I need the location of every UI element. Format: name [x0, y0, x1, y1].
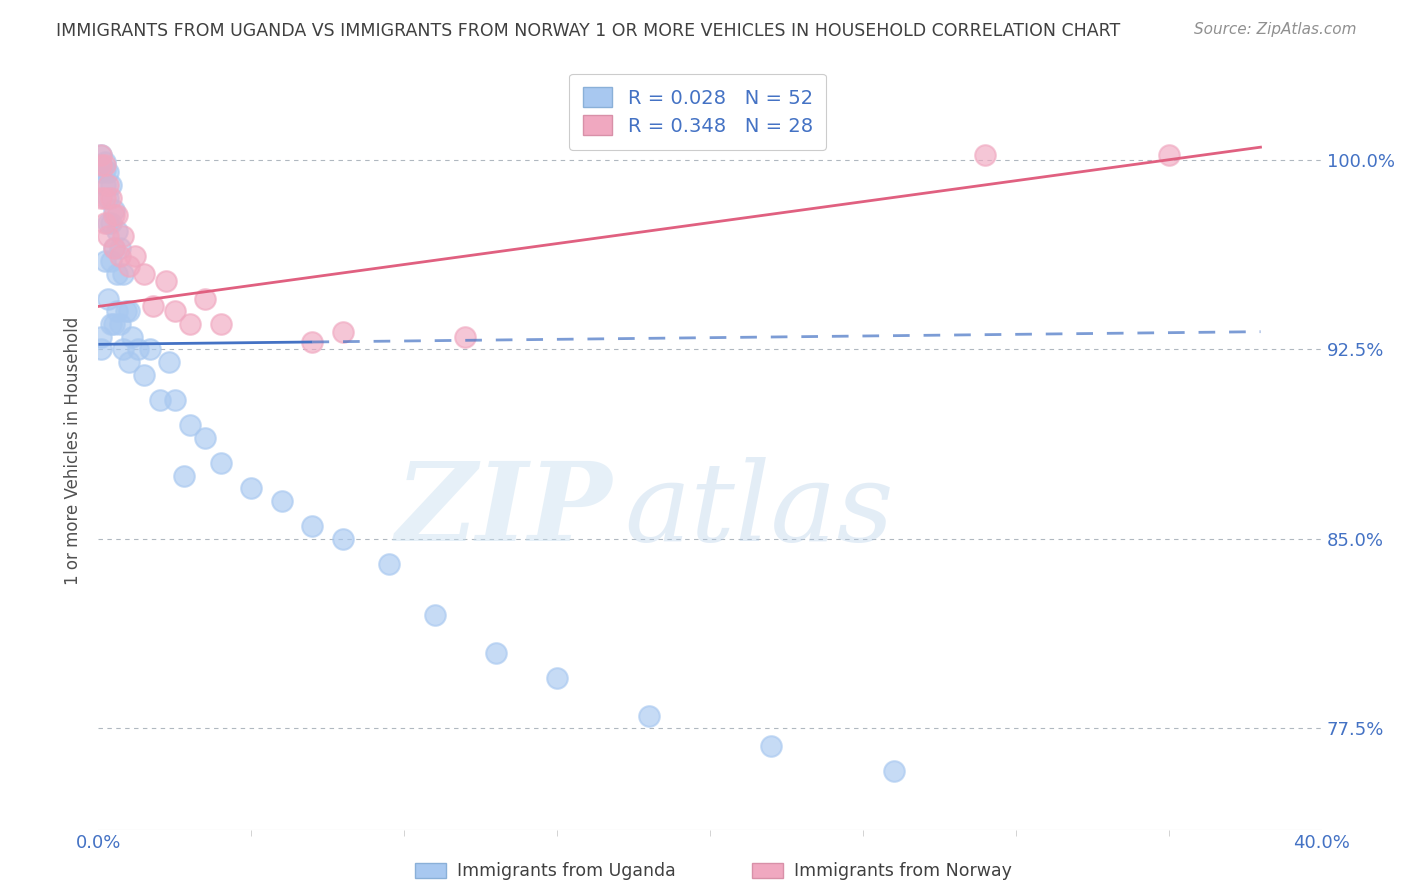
Point [209, 456, 232, 470]
Point [90, 158, 112, 172]
Point [93, 162, 115, 177]
Point [240, 481, 263, 495]
Point [100, 216, 122, 230]
Point [301, 334, 323, 349]
Point [103, 208, 125, 222]
Point [93, 155, 115, 169]
Point [1157, 147, 1180, 161]
Point [97, 191, 120, 205]
Point [97, 165, 120, 179]
Point [118, 259, 141, 273]
Point [179, 317, 201, 331]
Point [103, 317, 125, 331]
Point [118, 304, 141, 318]
Point [90, 329, 112, 343]
Point [270, 494, 292, 508]
Point [194, 431, 217, 445]
Point [105, 267, 128, 281]
Point [93, 178, 115, 192]
Point [100, 178, 122, 192]
Point [118, 355, 141, 369]
Point [759, 739, 782, 753]
Point [139, 343, 162, 357]
Point [157, 355, 180, 369]
Point [97, 178, 120, 192]
Text: Source: ZipAtlas.com: Source: ZipAtlas.com [1194, 22, 1357, 37]
Point [149, 392, 172, 407]
Point [105, 208, 128, 222]
Point [194, 292, 217, 306]
Point [97, 292, 120, 306]
Text: Immigrants from Norway: Immigrants from Norway [794, 862, 1012, 880]
Point [883, 764, 905, 779]
Point [974, 147, 997, 161]
Text: Immigrants from Uganda: Immigrants from Uganda [457, 862, 676, 880]
Point [546, 671, 568, 685]
Y-axis label: 1 or more Vehicles in Household: 1 or more Vehicles in Household [65, 317, 83, 584]
Point [90, 147, 112, 161]
Point [179, 418, 201, 433]
Point [103, 241, 125, 255]
Point [100, 317, 122, 331]
Point [105, 223, 128, 237]
Point [108, 241, 131, 255]
Point [332, 532, 354, 546]
Point [97, 216, 120, 230]
Point [134, 368, 156, 382]
Point [454, 329, 477, 343]
Point [108, 317, 131, 331]
Point [111, 267, 134, 281]
Point [115, 304, 138, 318]
Point [93, 253, 115, 268]
Text: ZIP: ZIP [395, 458, 612, 565]
Point [142, 299, 165, 313]
Point [155, 274, 177, 288]
Point [93, 216, 115, 230]
Point [301, 519, 323, 533]
Point [90, 343, 112, 357]
Point [108, 249, 131, 263]
Point [100, 253, 122, 268]
Point [100, 191, 122, 205]
Point [121, 329, 143, 343]
Legend: R = 0.028   N = 52, R = 0.348   N = 28: R = 0.028 N = 52, R = 0.348 N = 28 [569, 73, 827, 150]
Point [90, 158, 112, 172]
Point [485, 646, 508, 660]
Point [90, 147, 112, 161]
Point [90, 191, 112, 205]
Point [90, 165, 112, 179]
Point [423, 607, 446, 622]
Text: IMMIGRANTS FROM UGANDA VS IMMIGRANTS FROM NORWAY 1 OR MORE VEHICLES IN HOUSEHOLD: IMMIGRANTS FROM UGANDA VS IMMIGRANTS FRO… [56, 22, 1121, 40]
Point [378, 557, 401, 571]
Point [637, 708, 661, 723]
Point [127, 343, 149, 357]
Point [124, 249, 146, 263]
Point [134, 267, 156, 281]
Point [163, 392, 186, 407]
Point [97, 228, 120, 243]
Point [209, 317, 232, 331]
Point [111, 228, 134, 243]
Text: atlas: atlas [624, 458, 894, 565]
Point [111, 343, 134, 357]
Point [93, 158, 115, 172]
Point [163, 304, 186, 318]
Point [103, 241, 125, 255]
Point [103, 203, 125, 218]
Point [173, 468, 195, 483]
Point [93, 191, 115, 205]
Point [332, 325, 354, 339]
Point [105, 304, 128, 318]
